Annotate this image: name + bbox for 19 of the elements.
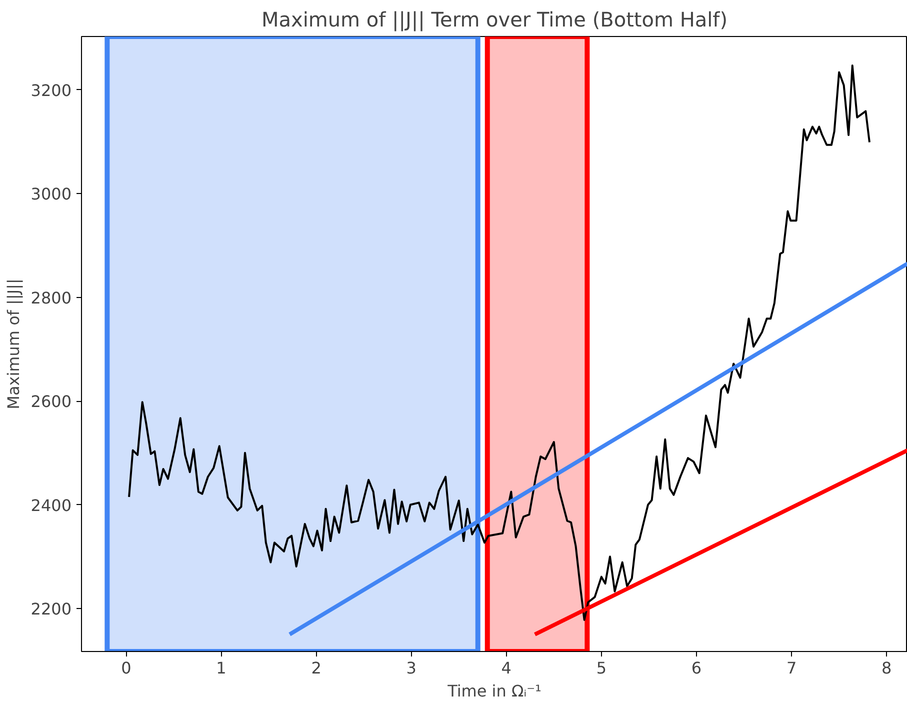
x-tick-label: 6 — [691, 658, 702, 678]
chart-title: Maximum of ||J|| Term over Time (Bottom Half) — [261, 8, 728, 32]
x-tick-label: 2 — [311, 658, 322, 678]
line-series — [128, 64, 870, 621]
y-tick-label: 3000 — [30, 184, 72, 204]
y-tick-label: 2400 — [30, 496, 72, 515]
x-tick-label: 0 — [121, 658, 132, 678]
y-tick-label: 3200 — [30, 80, 72, 100]
y-tick-label: 2800 — [30, 288, 72, 308]
x-tick-label: 4 — [501, 658, 512, 678]
x-tick-label: 5 — [596, 658, 607, 678]
x-tick-label: 1 — [216, 658, 226, 678]
y-axis-title: Maximum of ||J|| — [4, 278, 23, 410]
x-tick-label: 3 — [406, 658, 416, 678]
y-tick-label: 2200 — [30, 599, 72, 618]
y-tick-label: 2600 — [30, 392, 72, 412]
x-tick-label: 7 — [786, 658, 797, 678]
x-tick-label: 8 — [882, 658, 892, 678]
x-axis-title: Time in Ωᵢ⁻¹ — [446, 682, 542, 700]
